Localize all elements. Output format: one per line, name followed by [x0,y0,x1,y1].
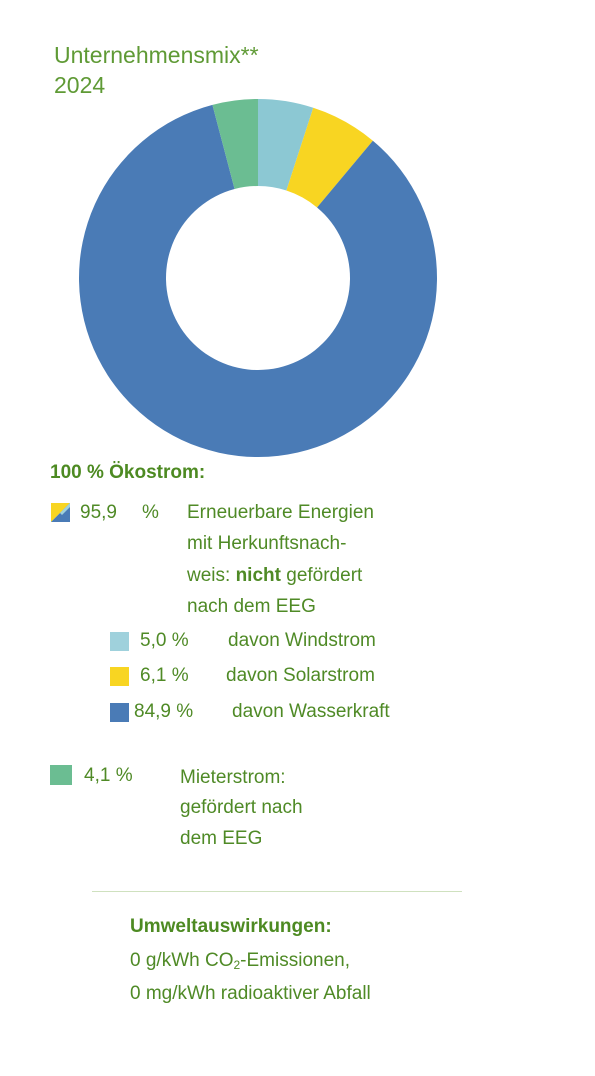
renewable-unit: % [142,502,159,523]
solar-swatch-icon [110,667,129,686]
mieterstrom-text-line1: Mieterstrom: [180,767,286,788]
mieterstrom-text-line2: gefördert nach [180,797,303,818]
renewable-not-emphasis: nicht [235,565,281,586]
renewable-text-line1: Erneuerbare Energien [187,502,374,523]
donut-slice-mieterstrom [212,99,258,190]
mieterstrom-value: 4,1 % [84,765,133,786]
hydro-value: 84,9 % [134,701,194,722]
radioactive-waste-line: 0 mg/kWh radioaktiver Abfall [130,983,371,1004]
donut-slice-wasserkraft [79,104,438,457]
wind-label: davon Windstrom [228,630,376,651]
donut-chart [79,99,438,457]
chart-title-line1: Unternehmensmix** [54,42,259,68]
donut-slice-solar [286,107,373,208]
mieterstrom-text-line3: dem EEG [180,828,263,849]
wind-value: 5,0 % [140,630,189,651]
renewable-text-line2: mit Herkunftsnach- [187,533,347,554]
environment-heading: Umweltauswirkungen: [130,916,332,937]
oekostrom-heading: 100 % Ökostrom: [50,462,206,483]
hydro-label: davon Wasserkraft [232,701,390,722]
chart-title: Unternehmensmix** 2024 [54,40,259,100]
renewable-text-line4: nach dem EEG [187,596,316,617]
section-divider [92,891,462,892]
mieterstrom-swatch-icon [50,765,72,785]
donut-slice-wind [258,99,314,191]
renewable-text-line3: weis: nicht gefördert [187,565,363,586]
solar-label: davon Solarstrom [226,665,375,686]
co2-emissions-line: 0 g/kWh CO2-Emissionen, [130,950,350,972]
chart-title-line2: 2024 [54,72,106,98]
renewable-combined-swatch-icon [51,503,70,522]
wind-swatch-icon [110,632,129,651]
hydro-swatch-icon [110,703,129,722]
solar-value: 6,1 % [140,665,189,686]
renewable-value: 95,9 [80,502,117,523]
